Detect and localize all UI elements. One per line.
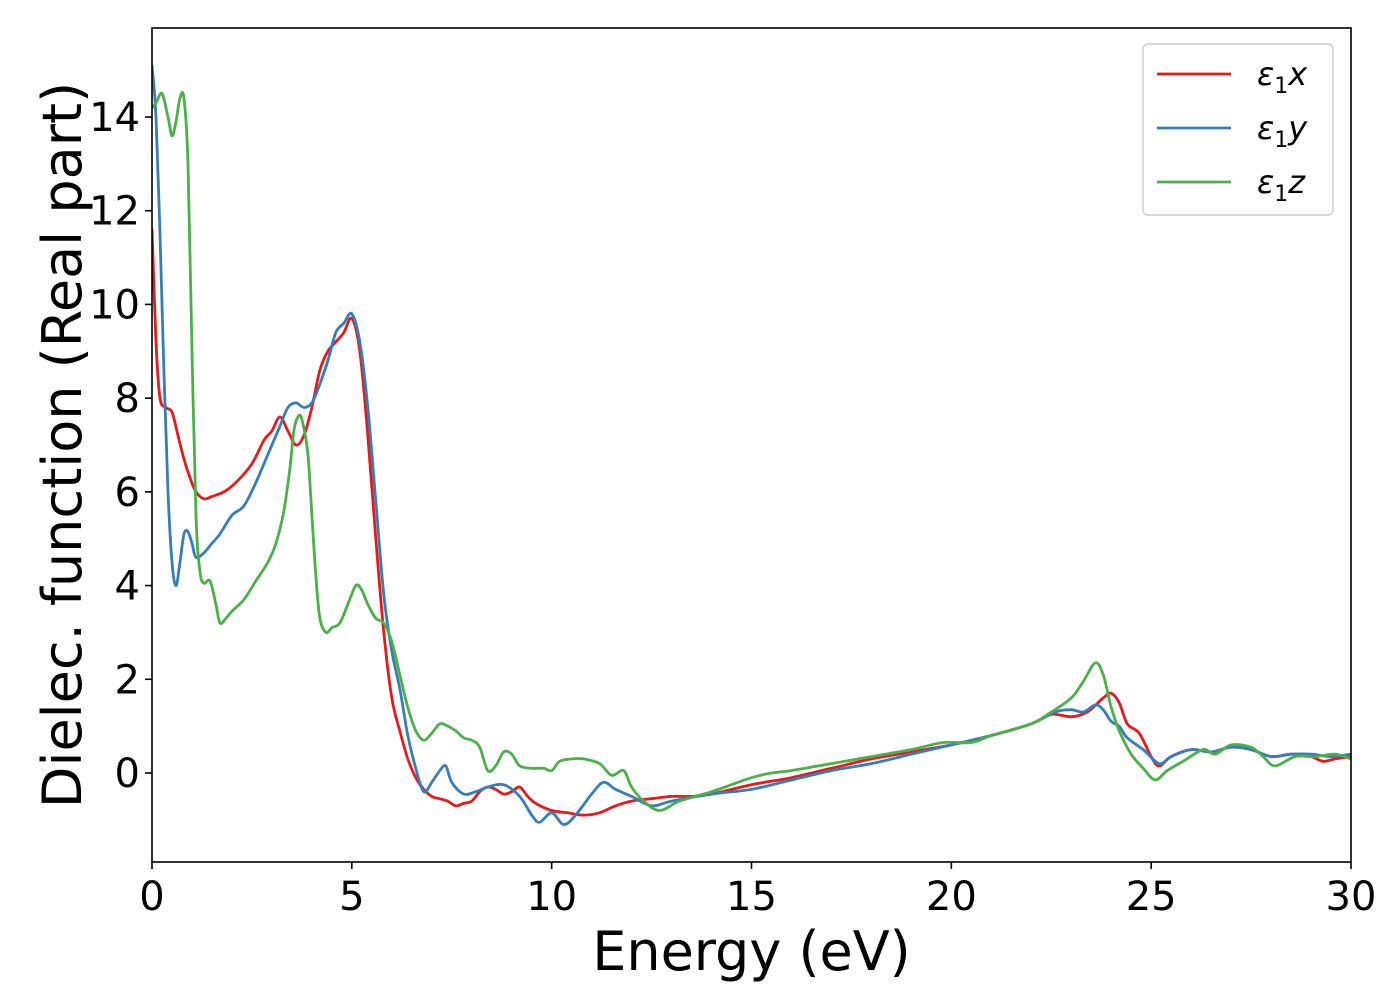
y-tick-label: 4: [115, 564, 140, 610]
x-tick-label: 15: [726, 874, 777, 920]
axis-ticks: 0 5 10 15 20 25 30 0 2 4 6 8 10 12 14: [89, 95, 1376, 920]
series-line-x: [152, 228, 1351, 817]
legend-label-y: ε1y: [1257, 109, 1308, 153]
y-tick-label: 8: [115, 376, 140, 422]
x-tick-label: 20: [926, 874, 977, 920]
x-tick-label: 10: [526, 874, 577, 920]
series-line-z: [152, 91, 1351, 812]
legend-label-x: ε1x: [1257, 55, 1308, 99]
y-tick-label: 6: [115, 470, 140, 516]
y-tick-label: 10: [89, 282, 140, 328]
x-tick-label: 0: [139, 874, 164, 920]
plot-frame: [151, 27, 1352, 863]
x-tick-label: 25: [1126, 874, 1177, 920]
y-axis-label: Dielec. function (Real part): [31, 82, 94, 808]
y-tick-label: 14: [89, 95, 140, 141]
y-tick-label: 12: [89, 189, 140, 235]
y-tick-label: 0: [115, 751, 140, 797]
legend: ε1x ε1y ε1z: [1142, 43, 1334, 216]
series-lines: [152, 64, 1351, 826]
x-tick-label: 30: [1326, 874, 1377, 920]
x-axis-label: Energy (eV): [592, 920, 911, 983]
x-tick-label: 5: [339, 874, 364, 920]
y-tick-label: 2: [115, 657, 140, 703]
series-line-y: [152, 64, 1351, 826]
legend-label-z: ε1z: [1257, 163, 1306, 207]
legend-frame: [1142, 43, 1334, 216]
